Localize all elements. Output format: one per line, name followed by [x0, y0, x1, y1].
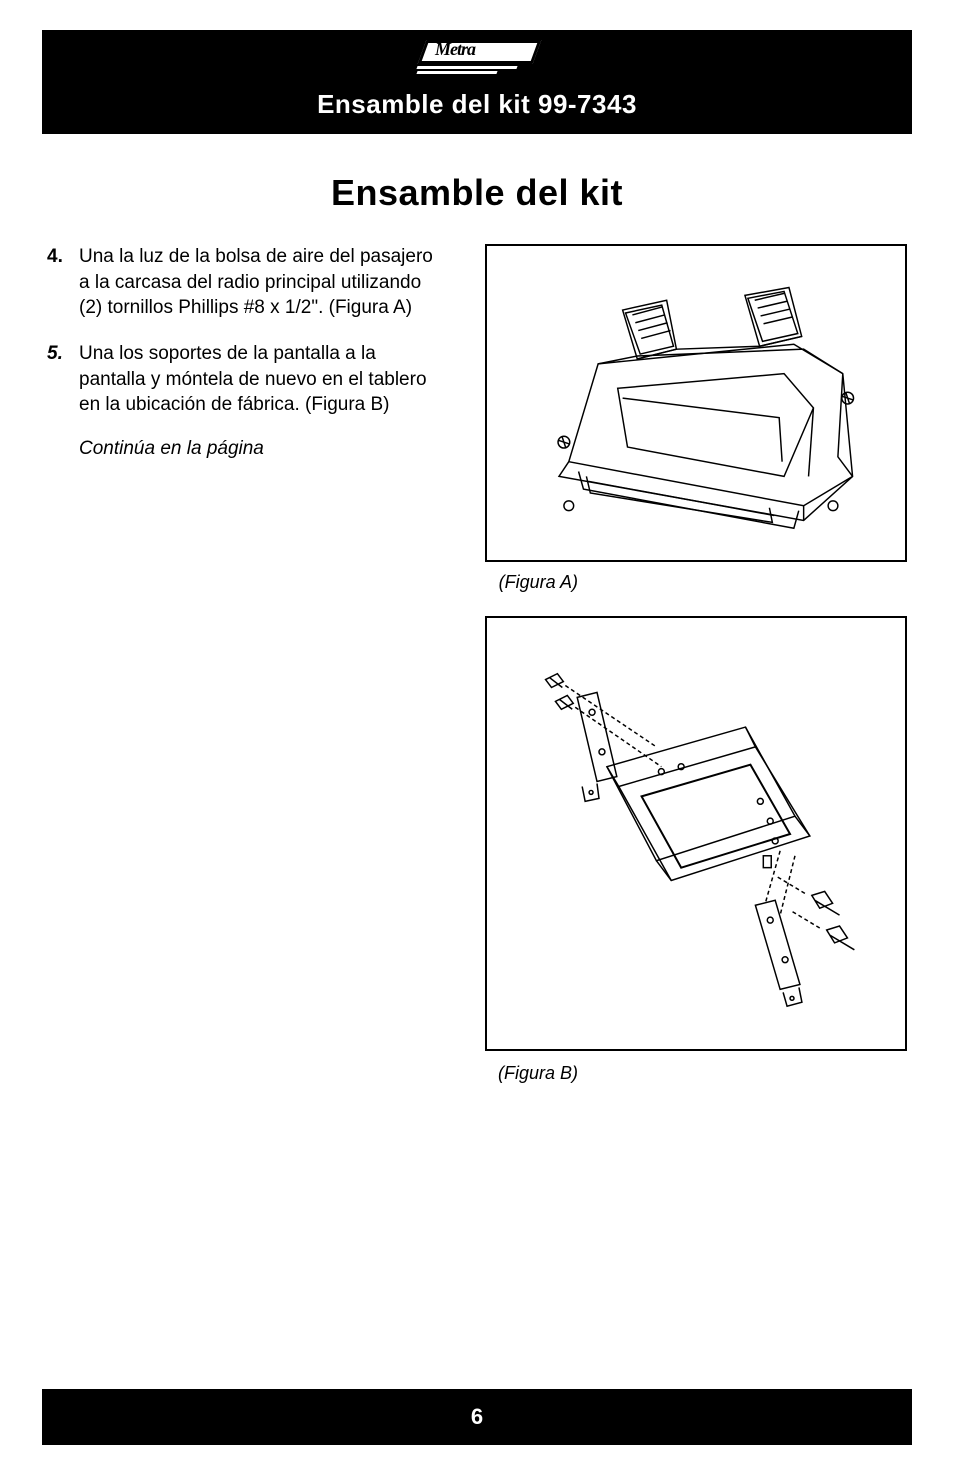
step-5: 5. Una los soportes de la pantalla a la … — [47, 341, 447, 418]
step-text-5: Una los soportes de la pantalla a la pan… — [79, 341, 447, 418]
step-text-4: Una la luz de la bolsa de aire del pasaj… — [79, 244, 447, 321]
figure-a-diagram — [507, 266, 885, 540]
continue-text: Continúa en la página — [79, 438, 447, 460]
figure-b-box — [485, 616, 907, 1051]
header-bar: Metra Ensamble del kit 99-7343 — [42, 30, 912, 134]
step-number-5: 5. — [47, 341, 65, 418]
page-wrapper: Metra Ensamble del kit 99-7343 Ensamble … — [0, 0, 954, 460]
header-title: Ensamble del kit 99-7343 — [42, 89, 912, 120]
step-number-4: 4. — [47, 244, 65, 321]
footer-bar: 6 — [42, 1389, 912, 1445]
steps-column: 4. Una la luz de la bolsa de aire del pa… — [47, 244, 447, 460]
page-number: 6 — [471, 1404, 483, 1430]
step-4: 4. Una la luz de la bolsa de aire del pa… — [47, 244, 447, 321]
figure-b-label: (Figura B) — [498, 1063, 578, 1084]
figure-a-label: (Figura A) — [499, 572, 578, 593]
figure-b-diagram — [507, 638, 885, 1029]
figure-a-box — [485, 244, 907, 562]
metra-logo: Metra — [407, 40, 547, 76]
content-area: 4. Una la luz de la bolsa de aire del pa… — [42, 244, 912, 460]
logo-text: Metra — [435, 39, 475, 60]
main-title: Ensamble del kit — [42, 172, 912, 214]
